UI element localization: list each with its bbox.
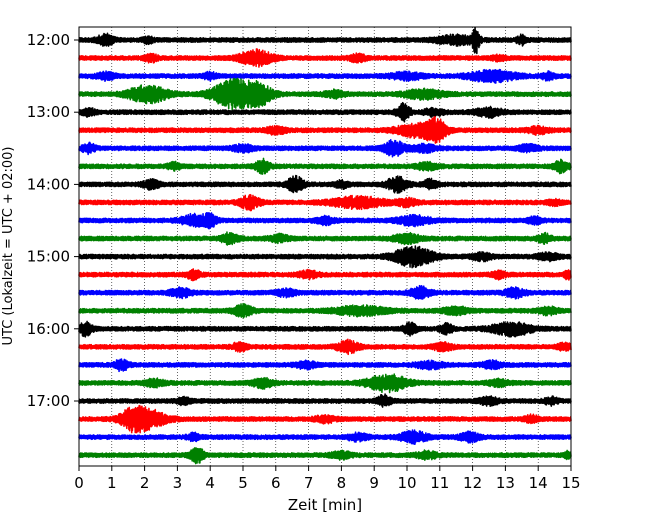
y-tick-label: 17:00 (27, 392, 70, 410)
x-tick-label: 4 (205, 474, 215, 492)
y-tick-label: 12:00 (27, 31, 70, 49)
x-tick-label: 2 (140, 474, 150, 492)
x-tick-label: 11 (430, 474, 449, 492)
seismic-trace (78, 447, 572, 465)
seismic-trace (78, 157, 572, 175)
x-tick-label: 14 (529, 474, 548, 492)
x-tick-label: 9 (369, 474, 379, 492)
seismic-trace (78, 268, 572, 282)
seismic-trace (78, 101, 572, 123)
seismic-traces (78, 26, 572, 465)
x-tick-label: 0 (74, 474, 84, 492)
seismic-trace (78, 245, 572, 269)
seismic-trace (78, 26, 572, 55)
seismic-trace (78, 284, 572, 300)
x-tick-label: 5 (238, 474, 248, 492)
seismic-trace (78, 77, 572, 111)
x-tick-label: 8 (337, 474, 347, 492)
y-axis-label: UTC (Lokalzeit = UTC + 02:00) (1, 147, 16, 346)
y-tick-label: 13:00 (27, 103, 70, 121)
x-tick-label: 13 (496, 474, 515, 492)
seismic-trace (78, 302, 572, 319)
seismic-trace (78, 193, 572, 212)
seismic-trace (78, 174, 572, 194)
seismic-trace (78, 393, 572, 408)
seismic-trace (78, 211, 572, 230)
x-tick-label: 12 (463, 474, 482, 492)
seismic-trace (78, 429, 572, 445)
plot-frame (78, 26, 572, 467)
y-axis-ticks: 12:00 13:00 14:00 15:00 16:00 17:00 (27, 31, 79, 410)
y-tick-label: 14:00 (27, 175, 70, 193)
x-axis-ticks: 0 1 2 3 4 5 6 7 8 9 10 11 12 13 14 15 (74, 466, 581, 492)
seismic-trace (78, 139, 572, 158)
x-tick-label: 15 (561, 474, 580, 492)
seismic-trace (78, 48, 572, 68)
seismic-trace (78, 373, 572, 394)
seismic-trace (78, 68, 572, 84)
x-tick-label: 7 (304, 474, 314, 492)
seismic-trace (78, 404, 572, 434)
x-tick-label: 3 (173, 474, 183, 492)
x-tick-label: 6 (271, 474, 281, 492)
x-tick-label: 1 (107, 474, 117, 492)
seismic-trace (78, 358, 572, 373)
seismic-trace (78, 231, 572, 246)
x-tick-label: 10 (397, 474, 416, 492)
seismic-trace (78, 116, 572, 144)
x-axis-label: Zeit [min] (288, 496, 362, 514)
seismic-trace (78, 338, 572, 356)
y-tick-label: 15:00 (27, 248, 70, 266)
seismic-trace (78, 320, 572, 338)
y-tick-label: 16:00 (27, 320, 70, 338)
